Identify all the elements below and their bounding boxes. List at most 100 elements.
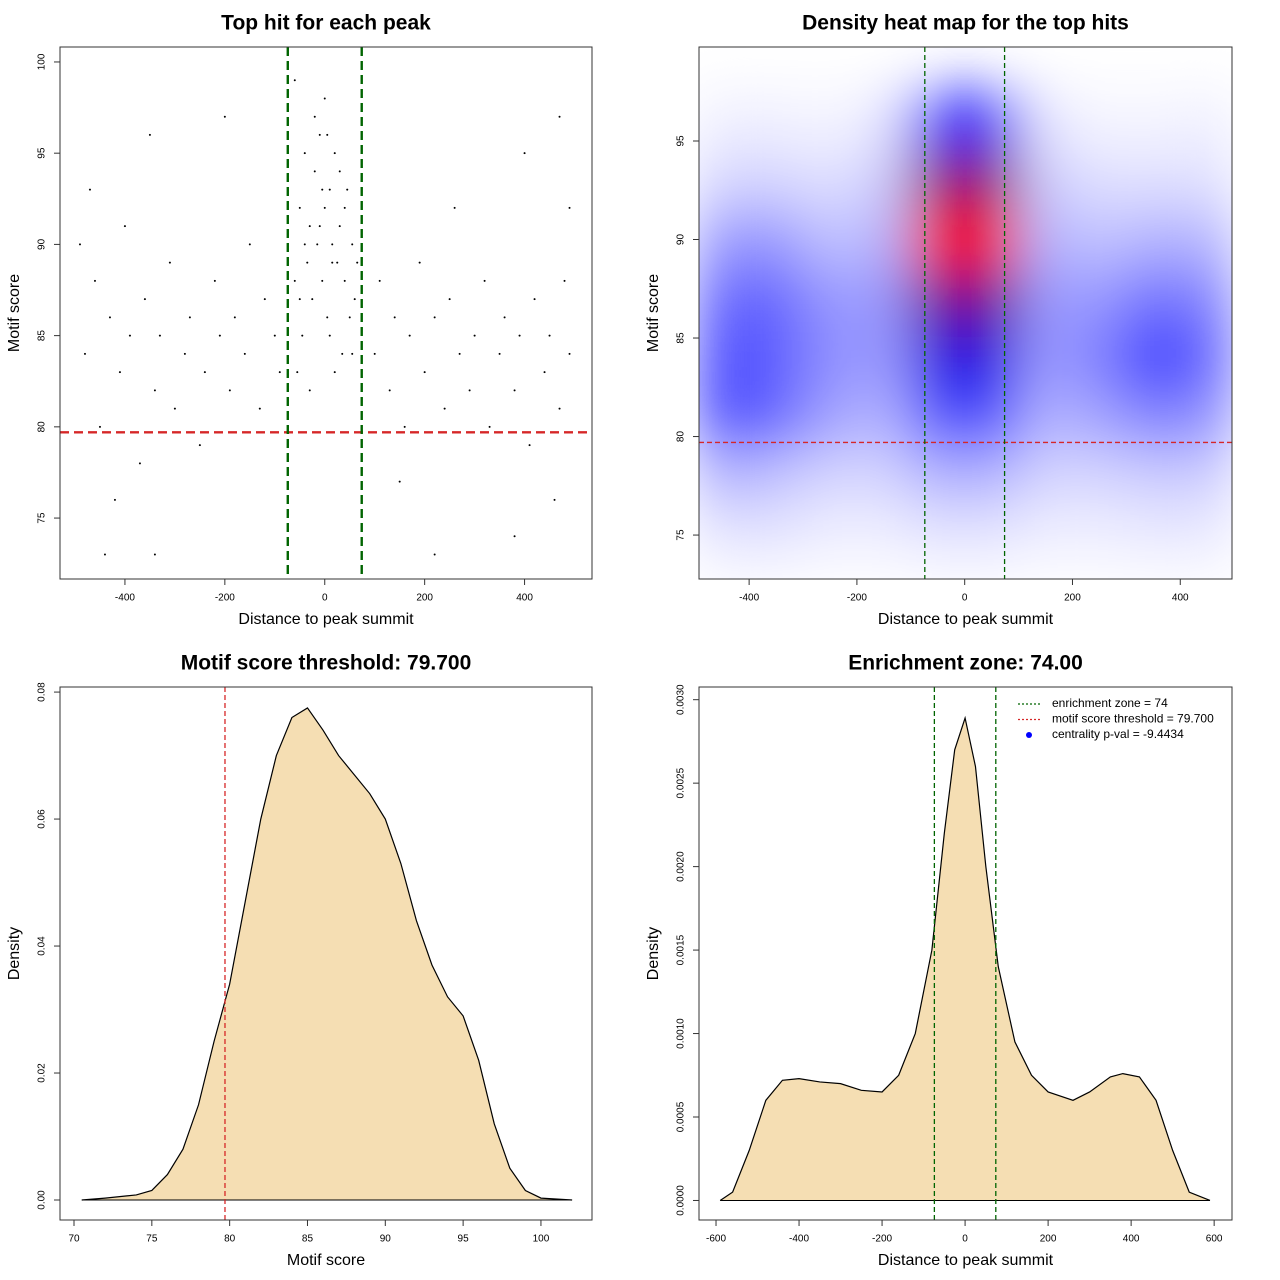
x-tick-label: 80	[224, 1234, 236, 1245]
point	[388, 389, 391, 392]
legend-label: enrichment zone = 74	[1052, 696, 1168, 710]
heat-cell	[749, 150, 804, 211]
point	[523, 152, 526, 155]
heat-cell	[1072, 150, 1127, 211]
heat-cell	[1126, 269, 1181, 329]
point	[298, 206, 301, 209]
heat-cell	[803, 150, 858, 211]
heat-cell	[964, 505, 1020, 566]
density-curve	[719, 715, 1211, 1202]
point	[263, 298, 266, 301]
heatmap	[699, 91, 1232, 566]
legend-label: motif score threshold = 79.700	[1052, 712, 1214, 726]
point	[273, 334, 276, 337]
y-axis-label: Density	[6, 927, 23, 980]
point	[513, 535, 516, 538]
chart-title: Top hit for each peak	[221, 12, 431, 35]
plot-frame	[59, 46, 593, 580]
heat-cell	[910, 91, 966, 152]
point	[143, 298, 146, 301]
x-axis-label: Motif score	[287, 1252, 365, 1269]
y-tick-label: 0.0025	[676, 767, 687, 798]
heat-cell	[1018, 209, 1073, 270]
point	[88, 188, 91, 191]
point	[498, 352, 501, 355]
chart-title: Density heat map for the top hits	[802, 12, 1129, 35]
heat-cell	[749, 269, 804, 329]
panel: Top hit for each peak Distance to peak su…	[6, 12, 593, 628]
y-tick-label: 85	[37, 330, 48, 342]
point	[336, 261, 339, 264]
point	[303, 243, 306, 246]
point	[348, 316, 351, 319]
point	[298, 298, 301, 301]
panel: Density heat map for the top hits Distanc…	[645, 12, 1233, 628]
point	[408, 334, 411, 337]
x-tick-label: 200	[416, 593, 433, 604]
heat-cell	[856, 209, 912, 270]
heat-cell	[910, 505, 966, 566]
point	[333, 152, 336, 155]
heatmap-cells	[699, 91, 1232, 566]
heat-cell	[964, 446, 1020, 507]
density-area	[720, 718, 1210, 1201]
point	[248, 243, 251, 246]
point	[318, 225, 321, 228]
heat-cell	[1018, 150, 1073, 211]
heat-cell	[699, 328, 750, 388]
x-tick-label: 85	[302, 1234, 314, 1245]
heat-cell	[1072, 91, 1127, 152]
point	[558, 115, 561, 118]
heat-cell	[1072, 328, 1127, 388]
heat-cell	[910, 209, 966, 270]
heat-cell	[803, 328, 858, 388]
y-tick-label: 0.0005	[676, 1101, 687, 1132]
point	[228, 389, 231, 392]
heat-cell	[1180, 209, 1232, 270]
heat-cell	[964, 269, 1020, 329]
point	[308, 389, 311, 392]
heat-cell	[1180, 150, 1232, 211]
point	[343, 206, 346, 209]
point	[328, 334, 331, 337]
y-tick-label: 85	[676, 332, 687, 344]
heat-cell	[910, 150, 966, 211]
point	[278, 371, 281, 374]
heat-cell	[910, 269, 966, 329]
heat-cell	[1180, 505, 1232, 566]
heat-cell	[749, 505, 804, 566]
y-tick-label: 0.04	[37, 936, 48, 956]
point	[313, 170, 316, 173]
point	[198, 444, 201, 447]
y-tick-label: 75	[37, 512, 48, 524]
point	[468, 389, 471, 392]
heat-cell	[699, 446, 750, 507]
point	[513, 389, 516, 392]
y-tick-label: 0.0015	[676, 934, 687, 965]
y-tick-label: 0.06	[37, 809, 48, 829]
heat-cell	[910, 446, 966, 507]
density-curve	[81, 707, 573, 1201]
heat-cell	[699, 387, 750, 447]
point	[98, 425, 101, 428]
point	[488, 425, 491, 428]
x-tick-label: -400	[115, 593, 135, 604]
heat-cell	[803, 387, 858, 447]
x-tick-label: -200	[872, 1234, 892, 1245]
x-tick-label: -200	[847, 593, 867, 604]
y-tick-label: 0.0020	[676, 851, 687, 882]
x-tick-label: 70	[68, 1234, 80, 1245]
heat-cell	[1126, 150, 1181, 211]
point	[293, 79, 296, 82]
heat-cell	[910, 328, 966, 388]
panel: Motif score threshold: 79.700 Motif score…	[6, 652, 593, 1269]
legend-label: centrality p-val = -9.4434	[1052, 727, 1184, 741]
heat-cell	[1180, 446, 1232, 507]
heat-cell	[1126, 91, 1181, 152]
chart-title: Motif score threshold: 79.700	[181, 652, 472, 675]
heat-cell	[699, 505, 750, 566]
point	[183, 352, 186, 355]
point	[118, 371, 121, 374]
point	[338, 170, 341, 173]
point	[351, 352, 354, 355]
